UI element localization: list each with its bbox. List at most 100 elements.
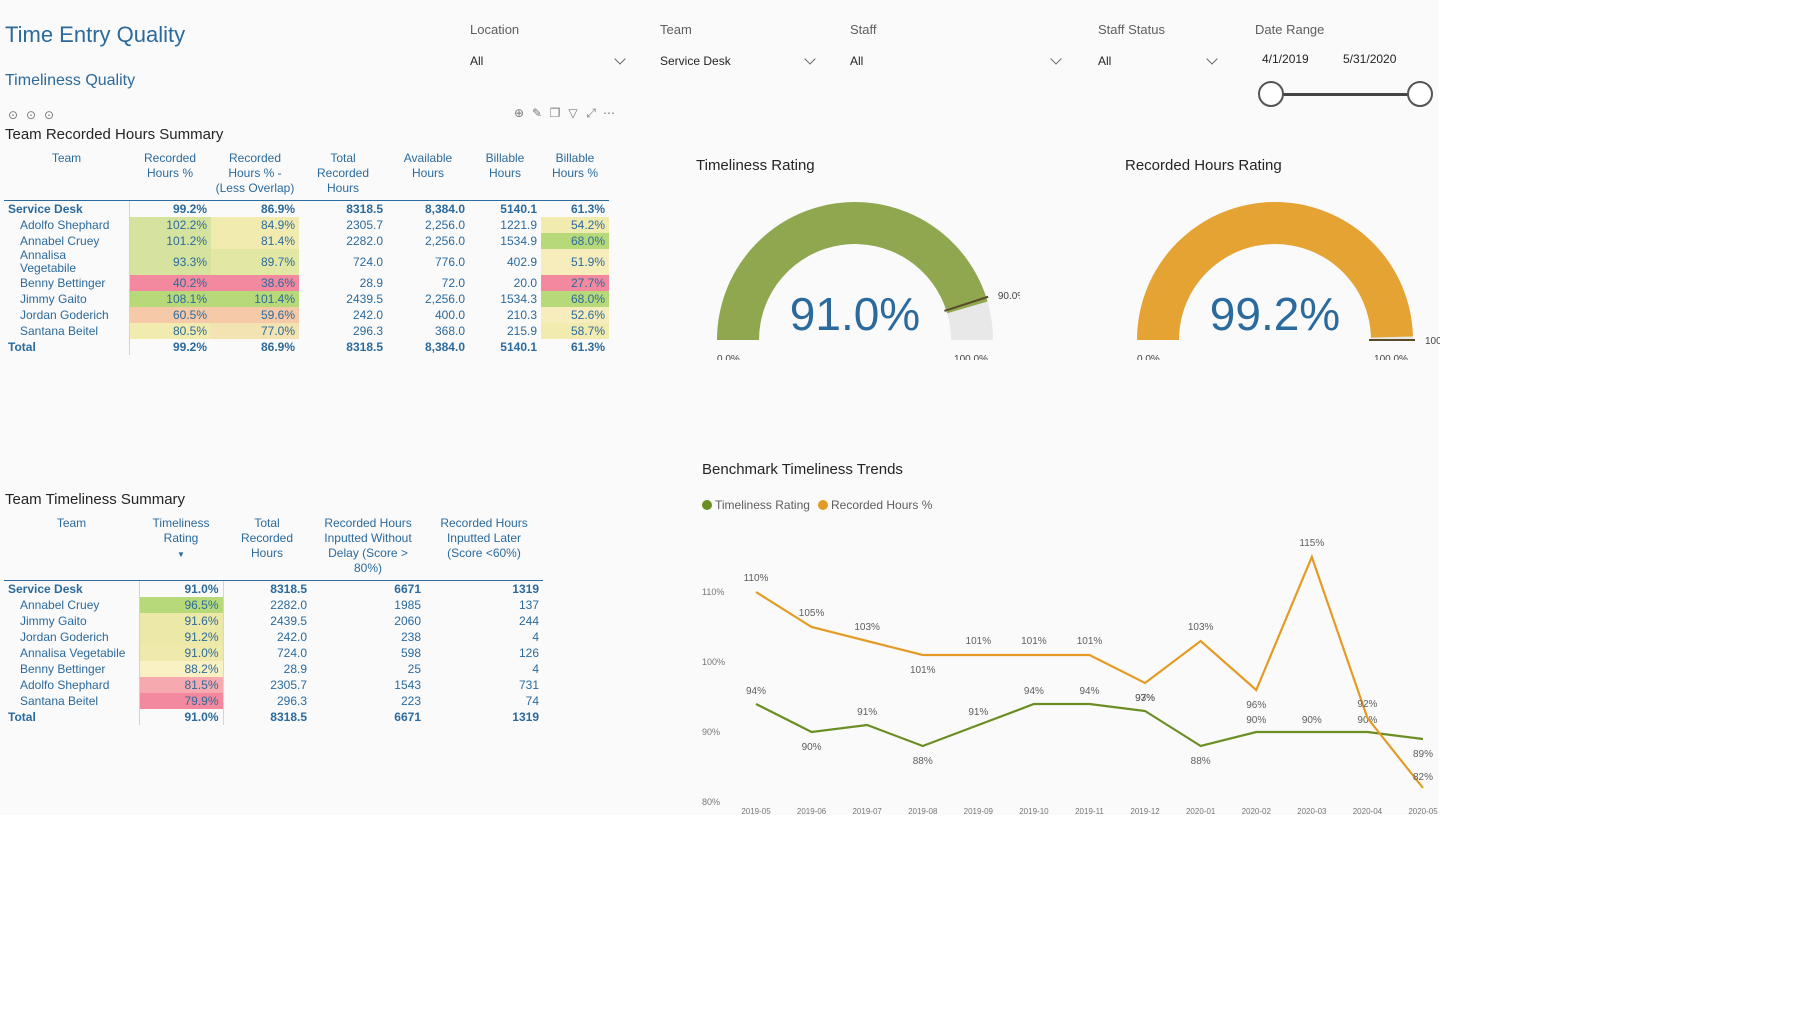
table-cell: 8318.5 [346,202,383,216]
col-header-available-hours[interactable]: Available Hours [387,151,469,201]
staff-status-slicer-dropdown[interactable]: All [1098,52,1220,72]
table-cell: 238 [400,630,421,644]
expand-next-level-icon[interactable]: ⊙ [25,108,37,122]
x-tick-label: 2019-09 [964,807,994,815]
table-cell: 1534.3 [500,292,537,306]
col-header-recorded-later[interactable]: Recorded Hours Inputted Later (Score <60… [425,516,543,581]
table-cell: 1319 [512,582,539,596]
legend-label[interactable]: Recorded Hours % [831,498,933,512]
date-range-start-handle[interactable] [1258,81,1284,107]
col-header-recorded-hours-pct-less-overlap[interactable]: Recorded Hours % - (Less Overlap) [211,151,299,201]
series-line[interactable] [755,553,1424,789]
table-row[interactable]: Adolfo Shephard 102.2% 84.9% 2305.7 2,256.0 1… [4,217,609,233]
x-tick-label: 2019-05 [741,807,771,815]
date-range-slider-track[interactable] [1270,93,1422,96]
staff-status-slicer-label: Staff Status [1098,22,1165,37]
x-tick-label: 2020-02 [1242,807,1272,815]
table-cell: 5140.1 [500,340,537,354]
data-label: 101% [1021,636,1047,647]
table-row[interactable]: Jimmy Gaito 108.1% 101.4% 2439.5 2,256.0 1534… [4,291,609,307]
team-slicer-dropdown[interactable]: Service Desk [660,52,820,72]
table-cell: 6671 [394,582,421,596]
col-header-team[interactable]: Team [4,516,139,581]
table-cell: 72.0 [441,276,465,290]
more-options-icon[interactable]: ⋯ [603,106,615,120]
page-title: Time Entry Quality [5,22,186,47]
table-row[interactable]: Adolfo Shephard 81.5% 2305.7 1543 731 [4,677,543,693]
gauge-min-label: 0.0% [717,354,740,360]
col-header-recorded-without-delay[interactable]: Recorded Hours Inputted Without Delay (S… [311,516,425,581]
table-row[interactable]: Jordan Goderich 60.5% 59.6% 242.0 400.0 210.3… [4,307,609,323]
date-range-start-input[interactable]: 4/1/2019 [1262,52,1309,66]
x-tick-label: 2019-07 [852,807,882,815]
table-row[interactable]: Annalisa Vegetabile 91.0% 724.0 598 126 [4,645,543,661]
col-header-total-recorded-hours[interactable]: Total Recorded Hours [299,151,387,201]
table-row[interactable]: Santana Beitel 80.5% 77.0% 296.3 368.0 215.9 5… [4,323,609,339]
visual-header-toolbar: ⊕ ✎ ❐ ▽ ⤢ ⋯ [512,106,620,120]
table-cell: 8318.5 [270,582,307,596]
data-label: 94% [1079,686,1099,697]
table-cell: 27.7% [541,275,609,291]
table-row[interactable]: Benny Bettinger 88.2% 28.9 25 4 [4,661,543,677]
drill-up-icon[interactable]: ⊙ [7,108,19,122]
date-range-end-handle[interactable] [1407,81,1433,107]
col-header-billable-hours[interactable]: Billable Hours [469,151,541,201]
pin-icon[interactable]: ✎ [531,106,543,120]
data-label: 115% [1299,538,1324,549]
copy-icon[interactable]: ❐ [549,106,561,120]
staff-slicer-dropdown[interactable]: All [850,52,1065,72]
table-row[interactable]: Jimmy Gaito 91.6% 2439.5 2060 244 [4,613,543,629]
date-range-slicer-label: Date Range [1255,22,1325,37]
row-header-name: Annabel Cruey [4,597,140,613]
series-line[interactable] [755,702,1424,748]
table-cell: 2439.5 [270,614,307,628]
filter-icon[interactable]: ▽ [568,106,578,120]
col-header-total-recorded-hours[interactable]: Total Recorded Hours [223,516,311,581]
table-cell: 20.0 [513,276,537,290]
table-cell: 210.3 [506,308,537,322]
data-label: 91% [968,707,988,718]
table-cell: 54.2% [541,217,609,233]
row-header-name: Adolfo Shephard [4,677,140,693]
col-header-timeliness-rating[interactable]: Timeliness Rating ▼ [139,516,223,581]
total-row[interactable]: Total 99.2% 86.9% 8318.5 8,384.0 5140.1 61.3% [4,339,609,355]
focus-mode-icon[interactable]: ⤢ [586,106,596,120]
table-row[interactable]: Annalisa Vegetabile 93.3% 89.7% 724.0 776.0 4… [4,249,609,275]
row-header-name: Benny Bettinger [4,275,130,291]
timeliness-gauge: 90.0% 91.0% 0.0% 100.0% [717,201,1020,360]
legend-marker [818,500,828,510]
col-header-recorded-hours-pct[interactable]: Recorded Hours % [129,151,211,201]
x-tick-label: 2019-10 [1019,807,1049,815]
drill-down-icon[interactable]: ⊕ [513,106,525,120]
group-row[interactable]: Service Desk 91.0% 8318.5 6671 1319 [4,580,543,597]
table-row[interactable]: Annabel Cruey 96.5% 2282.0 1985 137 [4,597,543,613]
page-subtitle: Timeliness Quality [5,72,136,89]
table-row[interactable]: Annabel Cruey 101.2% 81.4% 2282.0 2,256.0 153… [4,233,609,249]
total-row[interactable]: Total 91.0% 8318.5 6671 1319 [4,709,543,725]
date-range-end-input[interactable]: 5/31/2020 [1343,52,1397,66]
location-slicer-dropdown[interactable]: All [470,52,630,72]
col-header-team[interactable]: Team [4,151,129,201]
table-cell: 400.0 [434,308,465,322]
x-tick-label: 2020-01 [1186,807,1216,815]
table-row[interactable]: Santana Beitel 79.9% 296.3 223 74 [4,693,543,709]
table-cell: 8318.5 [346,340,383,354]
legend-label[interactable]: Timeliness Rating [715,498,810,512]
table-cell: 58.7% [541,323,609,339]
table-cell: 28.9 [359,276,383,290]
table-cell: 93.3% [129,249,211,275]
group-row[interactable]: Service Desk 99.2% 86.9% 8318.5 8,384.0 5140.… [4,200,609,217]
table-cell: 1543 [394,678,421,692]
table-cell: 2305.7 [270,678,307,692]
data-label: 101% [966,636,992,647]
table-row[interactable]: Jordan Goderich 91.2% 242.0 238 4 [4,629,543,645]
table-row[interactable]: Benny Bettinger 40.2% 38.6% 28.9 72.0 20.0 27.… [4,275,609,291]
table-cell: 81.4% [211,233,299,249]
table-cell: 223 [400,694,421,708]
data-label: 110% [744,573,769,584]
col-header-billable-hours-pct[interactable]: Billable Hours % [541,151,609,201]
data-label: 92% [1357,699,1377,710]
expand-all-icon[interactable]: ⊙ [43,108,55,122]
x-tick-label: 2020-04 [1353,807,1383,815]
data-label: 93% [1135,693,1155,704]
